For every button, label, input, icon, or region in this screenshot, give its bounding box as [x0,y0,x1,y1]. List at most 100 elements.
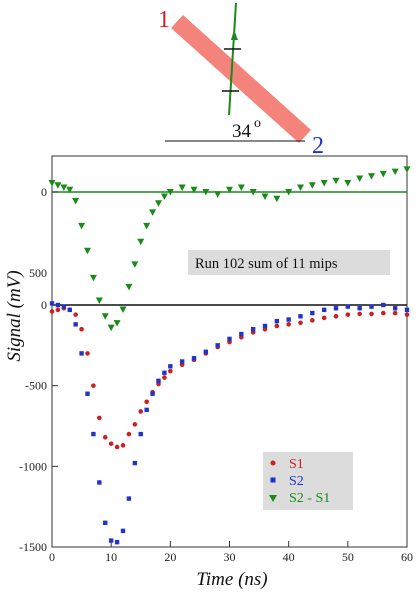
legend-marker-s2-s1 [269,495,277,502]
legend-box [263,452,353,510]
series-s2minuss1 [48,166,411,332]
data-point [404,312,410,317]
data-point [126,431,132,437]
data-point [379,170,387,178]
x-tick-label: 40 [283,550,295,564]
y-tick-label: -500 [25,379,47,393]
data-point [345,312,351,317]
data-point [162,375,167,380]
data-point [55,302,61,308]
y-top-tick-label: 500 [29,266,47,280]
paddle-bar [171,15,311,143]
data-point [160,193,168,201]
data-point [60,184,68,191]
data-point [95,297,103,304]
data-point [274,318,280,324]
y-axis-ticks: 0 -500 -1000 -1500 0 500 [19,185,58,554]
plot-frame [51,155,408,548]
data-point [114,444,120,450]
angle-label: 34 [232,121,252,142]
legend-label-s1: S1 [289,457,304,472]
data-point [381,310,386,316]
data-point [261,193,269,201]
track-arrowhead [231,30,238,40]
annotation-box [188,250,390,275]
data-point [126,496,132,501]
data-point [345,304,351,309]
data-point [103,520,108,525]
data-point [79,326,84,332]
y-tick-label: 0 [41,298,47,312]
data-point [107,324,115,332]
data-point [357,311,362,317]
data-point [49,301,55,306]
data-point [73,312,78,317]
data-point [78,222,86,230]
data-point [49,309,55,314]
series-s2 [49,301,410,545]
x-tick-label: 50 [342,550,354,564]
data-point [262,323,268,329]
data-point [132,460,138,466]
data-point [286,317,291,322]
data-point [239,331,244,337]
data-point [108,538,114,543]
data-point [226,186,233,194]
geometry-diagram: 1 2 34 o [158,2,324,159]
data-point [190,186,198,194]
data-point [249,189,257,196]
end-label-2: 2 [312,133,324,159]
data-point [138,431,143,437]
data-point [333,313,339,319]
data-point [143,222,151,230]
data-point [101,313,109,320]
data-point [54,182,62,189]
data-point [298,314,303,319]
data-point [89,274,97,282]
data-point [321,307,327,313]
data-point [156,378,161,384]
data-point [85,391,90,396]
data-point [179,359,185,364]
data-point [138,409,144,414]
data-point [237,184,245,191]
data-point [73,322,78,327]
data-point [227,336,232,342]
data-point [403,166,411,173]
y-axis-title: Signal (mV) [4,270,25,361]
data-point [203,349,209,354]
angle-degree: o [254,116,261,131]
data-point [91,431,96,437]
data-point [356,175,364,182]
data-point [119,306,127,314]
data-point [392,310,398,316]
x-axis-ticks: 0 10 20 30 40 50 60 [49,541,413,564]
data-point [149,209,157,216]
data-point [214,191,222,198]
legend: S1 S2 S2 - S1 [263,452,353,510]
x-tick-label: 60 [401,550,413,564]
data-point [66,186,74,194]
data-point [79,351,84,356]
data-point [178,184,186,191]
data-point [91,383,96,388]
data-point [202,189,210,196]
data-point [321,315,327,321]
data-point [120,443,126,448]
data-point [114,539,120,545]
x-tick-label: 30 [224,550,236,564]
data-point [144,399,149,405]
run-annotation: Run 102 sum of 11 mips [188,250,390,275]
x-tick-label: 10 [105,550,117,564]
data-point [97,480,102,485]
x-axis-title: Time (ns) [196,569,267,590]
data-point [132,422,138,427]
data-point [102,434,108,440]
data-point [166,189,174,196]
legend-marker-s1 [270,460,276,466]
data-point [67,307,72,313]
data-point [131,261,139,268]
data-point [215,343,220,348]
